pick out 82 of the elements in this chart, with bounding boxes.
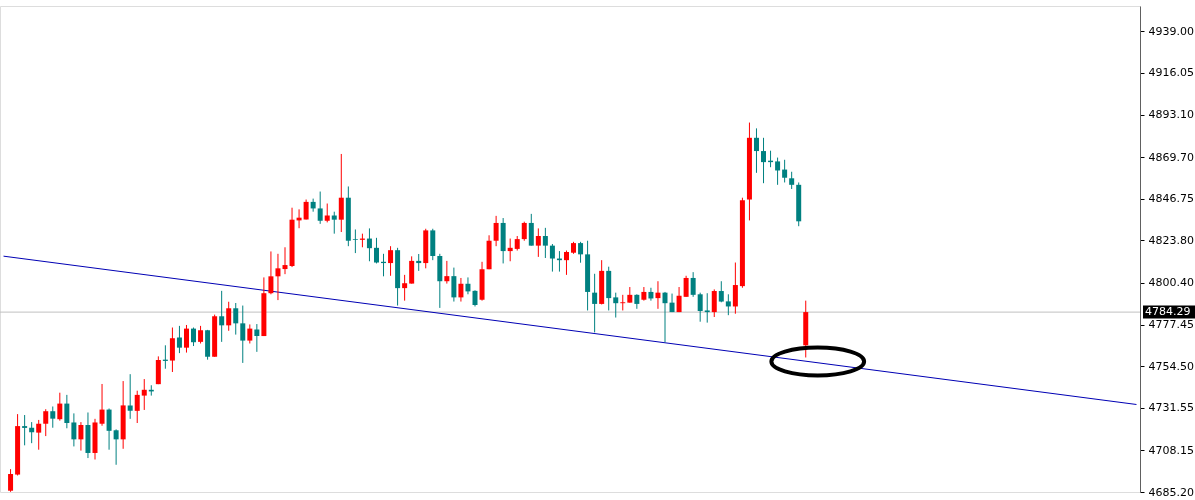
candlestick [268,250,274,295]
candlestick [57,392,63,422]
candlestick [711,288,717,318]
candlestick [338,153,344,233]
candlestick [169,327,175,373]
y-tick-label: 4800.40 [1148,276,1194,290]
y-tick-label: 4893.10 [1148,108,1194,122]
candlestick [183,324,189,354]
candlestick [725,293,731,316]
candlestick [240,305,246,364]
ref-line-label: 4784.29 [1145,305,1191,319]
candlestick [761,137,767,184]
candlestick [226,301,232,332]
candlestick [697,292,703,323]
y-tick-label: 4823.80 [1148,233,1194,247]
candlestick [99,383,105,427]
candlestick [324,203,330,223]
y-tick-label: 4916.05 [1148,66,1194,80]
candlestick [134,390,140,424]
candlestick [655,280,661,310]
candlestick [373,237,379,264]
candlestick [690,271,696,298]
y-tick-label: 4685.20 [1148,485,1194,499]
candlestick [493,215,499,247]
candlestick [444,260,450,285]
candlestick [451,267,457,303]
candlestick [366,227,372,262]
candlestick [782,159,788,183]
candlestick [542,227,548,259]
candlestick [310,198,316,213]
y-tick-label: 4731.55 [1148,401,1194,415]
candlestick [22,414,28,446]
candlestick [683,275,689,298]
candlestick [402,274,408,302]
candlestick [36,419,42,451]
candlestick [753,127,759,174]
candlestick [662,291,668,343]
candlestick [465,276,471,295]
candlestick [775,157,781,186]
candlestick [388,245,394,277]
candlestick [535,227,541,258]
candlestick [732,262,738,315]
candlestick [141,378,147,411]
y-tick-label: 4869.70 [1148,150,1194,164]
candlestick [254,323,260,353]
candlestick [8,468,14,493]
candlestick [219,290,225,343]
candlestick [127,373,133,420]
candlestick [176,325,182,354]
candlestick [352,228,358,254]
candlestick [78,421,84,452]
candlestick [247,323,253,344]
y-tick-label: 4939.00 [1148,24,1194,38]
candlestick [50,405,56,429]
candlestick [43,408,49,437]
candlestick [64,394,70,429]
candlestick [275,253,281,301]
candlestick [191,327,197,347]
candlestick [563,250,569,276]
y-tick-label: 4754.50 [1148,359,1194,373]
candlestick [331,211,337,235]
candlestick [578,241,584,264]
candlestick [317,191,323,225]
candlestick [549,243,555,273]
y-tick-label: 4708.15 [1148,443,1194,457]
candlestick [106,407,112,451]
candlestick [521,221,527,242]
candlestick [113,428,119,466]
candlestick [233,302,239,336]
candlestick [528,213,534,247]
candlestick [592,273,598,333]
candlestick [282,246,288,275]
candlestick [458,277,464,303]
candlestick [648,287,654,302]
y-tick-label: 4777.45 [1148,318,1194,332]
candlestick [71,412,77,447]
candlestick [704,292,710,324]
candlestick [676,286,682,313]
candlestick [613,292,619,319]
candlestick [409,255,415,285]
candlestick [507,238,513,262]
y-tick-label: 4846.75 [1148,192,1194,206]
